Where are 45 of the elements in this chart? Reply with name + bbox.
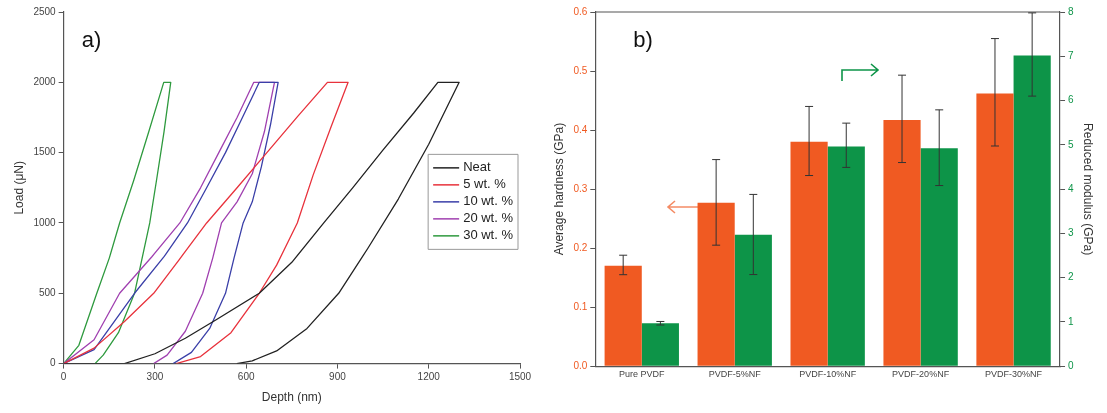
x-tick-label: PVDF-30%NF — [985, 369, 1043, 380]
x-tick-label: 0 — [60, 371, 67, 383]
y2-tick-label: 0 — [1068, 359, 1075, 371]
y-tick-label: 0.4 — [573, 123, 588, 135]
y-tick-label: 1500 — [33, 146, 57, 158]
x-tick-label: PVDF-20%NF — [892, 369, 950, 380]
y2-tick-label: 2 — [1068, 271, 1075, 283]
y-tick-label: 0 — [50, 357, 57, 369]
bar — [604, 265, 642, 366]
legend-label: 20 wt. % — [463, 210, 514, 226]
y-tick-label: 2000 — [33, 76, 57, 88]
y-tick-label: 0.1 — [573, 300, 588, 312]
y-tick-label: 0.6 — [573, 5, 588, 17]
y2-axis-title: Reduced modulus (GPa) — [1081, 123, 1096, 256]
legend-label: 10 wt. % — [463, 193, 514, 209]
legend-label: 30 wt. % — [463, 227, 514, 243]
x-tick-label: Pure PVDF — [619, 369, 666, 380]
y-tick-label: 2500 — [33, 5, 57, 17]
y2-tick-label: 8 — [1068, 5, 1075, 17]
y-tick-label: 0.3 — [573, 182, 588, 194]
x-tick-label: PVDF-10%NF — [799, 369, 857, 380]
legend-label: Neat — [463, 159, 491, 175]
y-tick-label: 0.0 — [573, 359, 588, 371]
x-tick-label: 600 — [237, 371, 255, 383]
y2-tick-label: 7 — [1068, 50, 1075, 62]
y2-tick-label: 5 — [1068, 138, 1075, 150]
y-axis-title: Average hardness (GPa) — [551, 122, 566, 256]
y-tick-label: 0.2 — [573, 241, 588, 253]
text: b) — [633, 27, 653, 53]
y2-tick-label: 4 — [1068, 182, 1075, 194]
x-tick-label: PVDF-5%NF — [708, 369, 762, 380]
y-tick-label: 0.5 — [573, 64, 588, 76]
x-axis-title: Depth (nm) — [261, 390, 322, 405]
x-tick-label: 900 — [329, 371, 347, 383]
text: a) — [81, 27, 102, 53]
y2-tick-label: 1 — [1068, 315, 1075, 327]
y-tick-label: 500 — [38, 287, 57, 299]
x-tick-label: 1500 — [508, 371, 532, 383]
legend-label: 5 wt. % — [463, 176, 507, 192]
y-tick-label: 1000 — [33, 216, 57, 228]
y2-tick-label: 6 — [1068, 94, 1075, 106]
y-axis-title: Load (μN) — [11, 161, 26, 215]
x-tick-label: 1200 — [417, 371, 441, 383]
x-tick-label: 300 — [146, 371, 164, 383]
y2-tick-label: 3 — [1068, 227, 1075, 239]
